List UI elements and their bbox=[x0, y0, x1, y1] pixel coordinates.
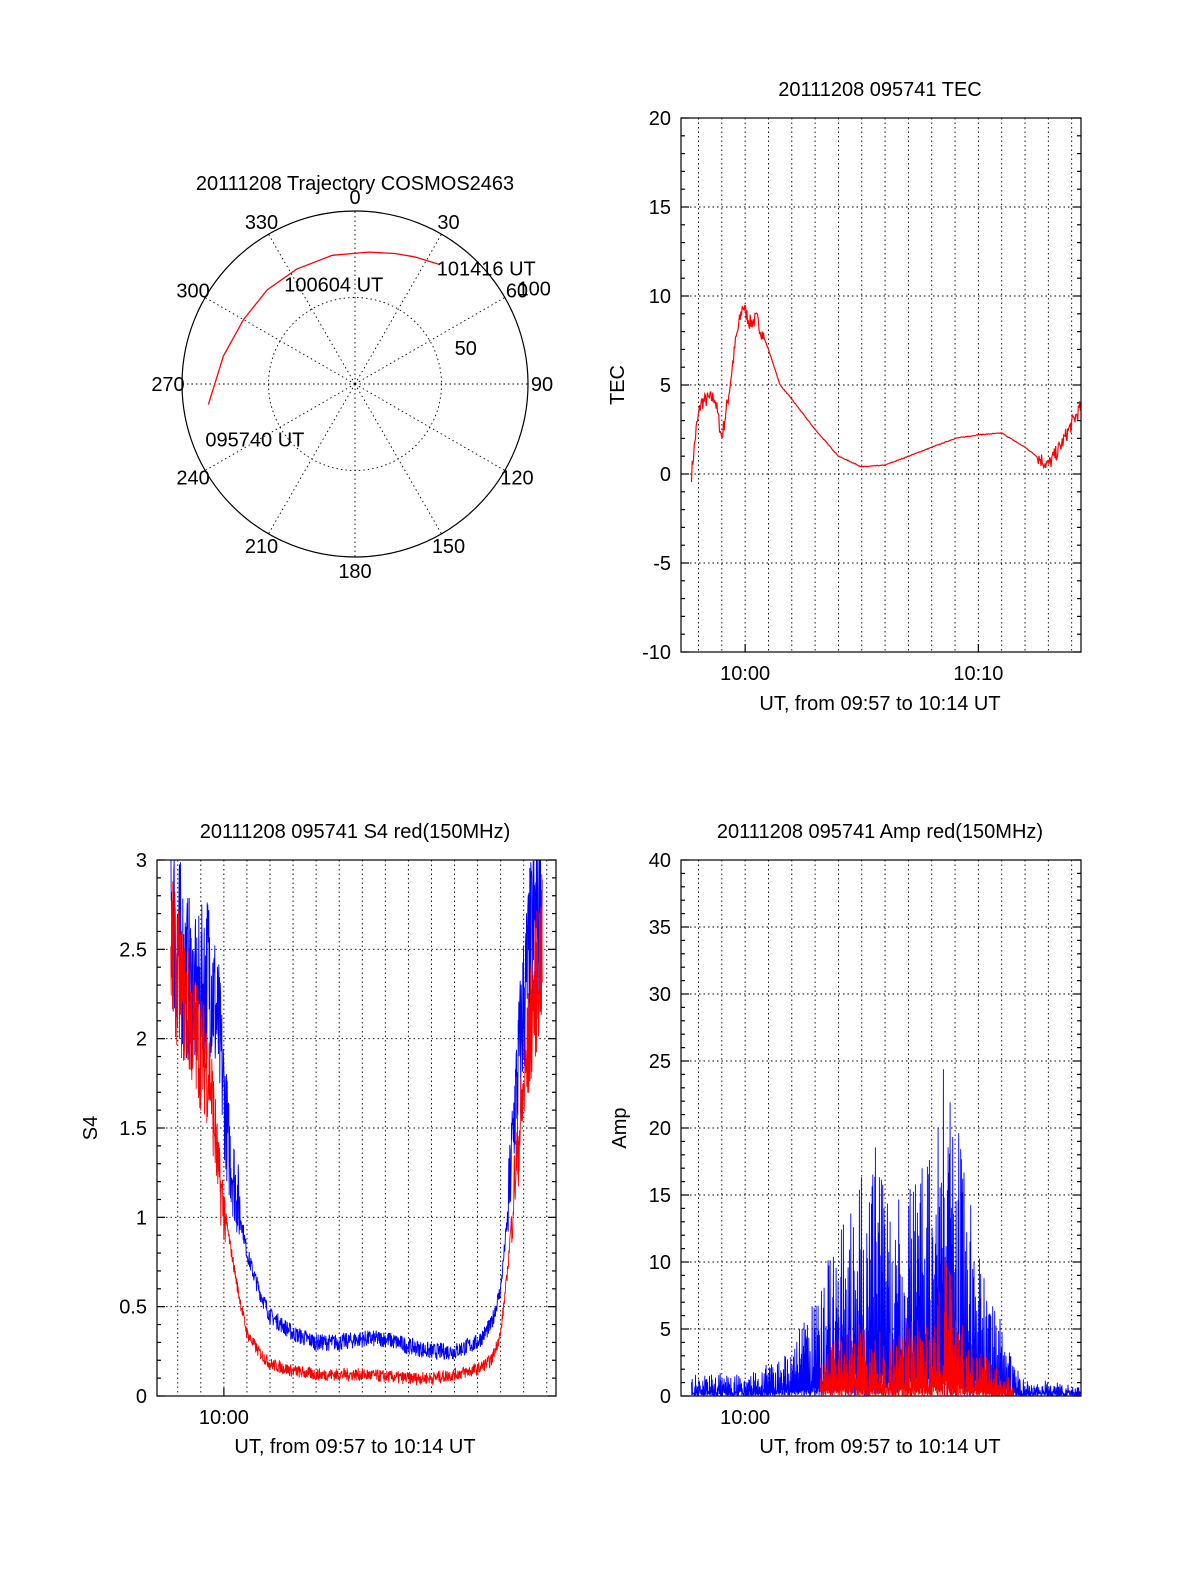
amp-ytick-label: 15 bbox=[649, 1185, 671, 1207]
tec-series-red bbox=[690, 304, 1081, 483]
amp-series-blue bbox=[691, 1069, 1081, 1396]
polar-time-label: 101416 UT bbox=[437, 258, 536, 280]
tec-ytick-label: 5 bbox=[660, 375, 671, 397]
amp-series-red bbox=[819, 1256, 1014, 1396]
polar-azimuth-label: 180 bbox=[338, 561, 371, 583]
polar-azimuth-label: 120 bbox=[500, 468, 533, 490]
amp-title: 20111208 095741 Amp red(150MHz) bbox=[717, 821, 1043, 843]
polar-ring-label: 50 bbox=[455, 338, 477, 360]
tec-xtick-label: 10:10 bbox=[953, 663, 1003, 685]
s4-xlabel: UT, from 09:57 to 10:14 UT bbox=[234, 1436, 475, 1458]
polar-azimuth-label: 270 bbox=[151, 374, 184, 396]
polar-spoke bbox=[204, 383, 356, 471]
polar-azimuth-label: 150 bbox=[432, 536, 465, 558]
s4-frame bbox=[156, 859, 557, 1397]
s4-ytick-label: 2 bbox=[136, 1029, 147, 1051]
tec-ytick-label: -5 bbox=[653, 553, 671, 575]
amp-ytick-label: 30 bbox=[649, 984, 671, 1006]
amp-ytick-label: 25 bbox=[649, 1051, 671, 1073]
s4-ytick-label: 3 bbox=[136, 850, 147, 872]
polar-spoke bbox=[354, 383, 506, 471]
tec-ylabel: TEC bbox=[607, 365, 629, 405]
amp-ytick-label: 35 bbox=[649, 917, 671, 939]
s4-ytick-label: 2.5 bbox=[119, 939, 147, 961]
amp-panel: 20111208 095741 Amp red(150MHz) UT, from… bbox=[609, 821, 1082, 1458]
polar-series: 095740 UT 100604 UT 101416 UT bbox=[205, 251, 536, 452]
tec-ytick-label: 10 bbox=[649, 286, 671, 308]
s4-ytick-label: 1.5 bbox=[119, 1118, 147, 1140]
amp-ytick-label: 0 bbox=[660, 1386, 671, 1408]
polar-grid bbox=[182, 211, 528, 557]
polar-title: 20111208 Trajectory COSMOS2463 bbox=[196, 173, 514, 195]
polar-trajectory-panel: 20111208 Trajectory COSMOS2463 0 30 60 90 12… bbox=[151, 173, 553, 583]
amp-xtick-label: 10:00 bbox=[720, 1407, 770, 1429]
tec-ytick-label: 0 bbox=[660, 464, 671, 486]
polar-spoke bbox=[354, 297, 506, 385]
polar-trajectory-line bbox=[207, 251, 439, 405]
tec-xlabel: UT, from 09:57 to 10:14 UT bbox=[759, 693, 1000, 715]
polar-azimuth-label: 330 bbox=[245, 212, 278, 234]
tec-xtick-label: 10:00 bbox=[720, 663, 770, 685]
amp-ytick-label: 10 bbox=[649, 1252, 671, 1274]
polar-azimuth-label: 210 bbox=[245, 536, 278, 558]
polar-ring-label: 100 bbox=[518, 279, 551, 301]
amp-ytick-label: 20 bbox=[649, 1118, 671, 1140]
tec-title: 20111208 095741 TEC bbox=[778, 79, 982, 101]
amp-xlabel: UT, from 09:57 to 10:14 UT bbox=[759, 1436, 1000, 1458]
polar-azimuth-label: 240 bbox=[176, 468, 209, 490]
polar-spoke bbox=[204, 297, 356, 385]
polar-azimuth-label: 300 bbox=[176, 281, 209, 303]
polar-azimuth-label: 60 bbox=[506, 281, 528, 303]
s4-panel: 20111208 095741 S4 red(150MHz) UT, from … bbox=[80, 821, 557, 1458]
polar-time-label: 100604 UT bbox=[284, 274, 383, 296]
tec-frame bbox=[680, 117, 1082, 653]
polar-spoke bbox=[354, 383, 442, 535]
s4-ytick-label: 1 bbox=[136, 1207, 147, 1229]
polar-azimuth-label: 30 bbox=[437, 212, 459, 234]
s4-series-red bbox=[170, 874, 543, 1387]
tec-ytick-label: 20 bbox=[649, 108, 671, 130]
s4-ytick-label: 0 bbox=[136, 1386, 147, 1408]
polar-spoke bbox=[354, 233, 442, 385]
tec-panel: 20111208 095741 TEC UT, from 09:57 to 10… bbox=[607, 79, 1082, 715]
s4-series-blue bbox=[170, 860, 543, 1360]
polar-azimuth-label: 90 bbox=[531, 374, 553, 396]
polar-azimuth-label: 0 bbox=[349, 187, 360, 209]
s4-ytick-label: 0.5 bbox=[119, 1297, 147, 1319]
amp-ytick-label: 5 bbox=[660, 1319, 671, 1341]
s4-ylabel: S4 bbox=[80, 1116, 102, 1140]
s4-title: 20111208 095741 S4 red(150MHz) bbox=[200, 821, 511, 843]
tec-ytick-label: -10 bbox=[642, 642, 671, 664]
polar-time-label: 095740 UT bbox=[205, 430, 304, 452]
polar-spoke bbox=[268, 233, 356, 385]
tec-ytick-label: 15 bbox=[649, 197, 671, 219]
amp-ylabel: Amp bbox=[609, 1107, 631, 1148]
s4-xtick-label: 10:00 bbox=[199, 1407, 249, 1429]
polar-labels: 0 30 60 90 120 150 180 210 240 270 300 330 50 100 bbox=[151, 187, 553, 583]
polar-outer-circle bbox=[181, 210, 529, 558]
amp-ytick-label: 40 bbox=[649, 850, 671, 872]
polar-spoke bbox=[268, 383, 356, 535]
amp-frame bbox=[680, 859, 1082, 1397]
